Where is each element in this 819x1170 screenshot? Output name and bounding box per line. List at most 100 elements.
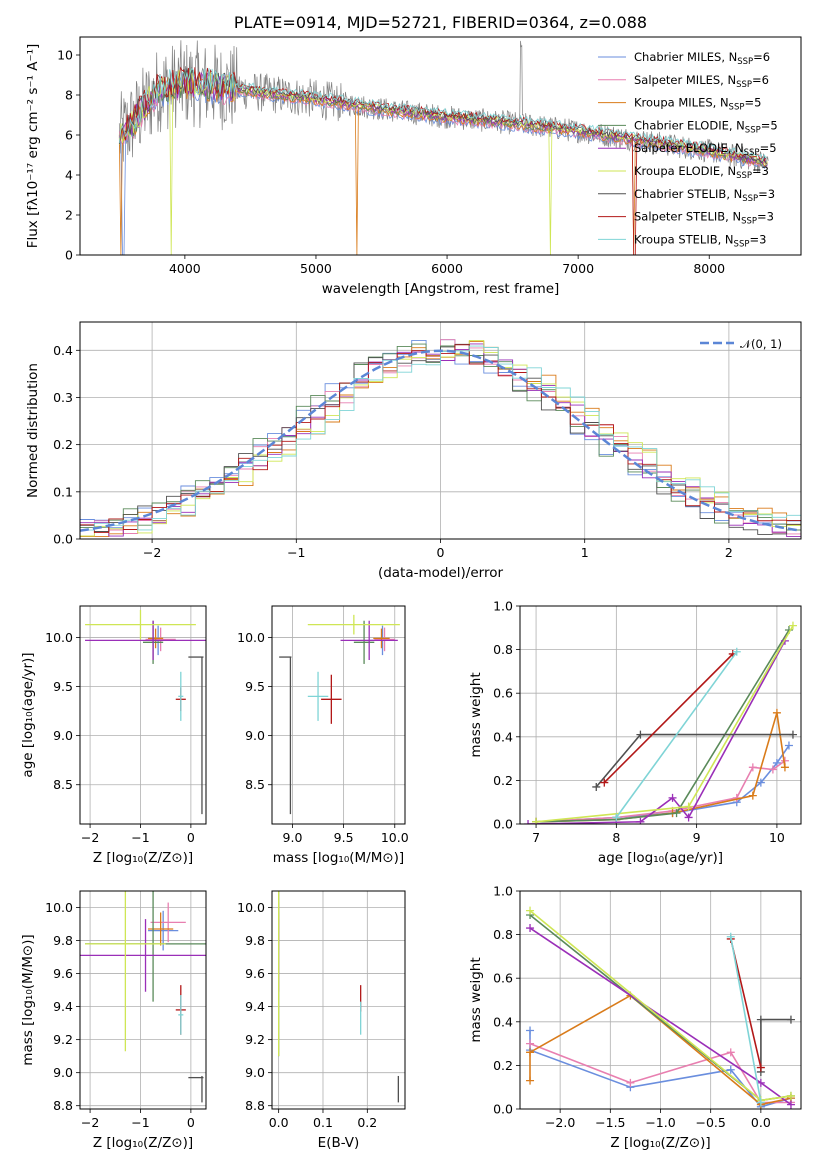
mass-weight-marker	[786, 1100, 795, 1109]
mass-weight-marker	[526, 906, 535, 915]
x-tick-label: 2	[725, 545, 733, 560]
spectrum-plot: 4000 5000 6000 7000 8000 0 2 4 6 8 10 wavelength [A…	[25, 13, 802, 297]
y-tick-label: 2	[65, 208, 73, 223]
data-point	[85, 609, 196, 640]
legend-entry: Salpeter STELIB, NSSP=3	[634, 210, 774, 227]
x-axis-label: age [log₁₀(age/yr)]	[598, 850, 723, 866]
mass-weight-marker	[756, 1015, 765, 1024]
y-tick-label: 10.0	[45, 900, 73, 915]
y-tick-label: 10.0	[45, 630, 73, 645]
y-tick-label: 8	[65, 88, 73, 103]
x-tick-label: 0.0	[269, 1115, 289, 1130]
model-spectrum-line	[118, 66, 768, 255]
y-tick-label: 0.4	[53, 343, 73, 358]
data-point	[148, 628, 164, 649]
mass_vs_ebv-marks	[277, 891, 400, 1103]
y-tick-label: 9.4	[245, 999, 265, 1014]
mass-weight-marker	[748, 763, 757, 772]
y-tick-label: 0.2	[53, 437, 73, 452]
x-tick-label: −2	[81, 1115, 99, 1130]
legend-entry: Kroupa STELIB, NSSP=3	[634, 232, 766, 249]
mass-weight-line	[536, 712, 786, 823]
mass-weight-line	[536, 760, 786, 823]
mass-weight-marker	[788, 730, 797, 739]
massweight_vs_age-plot: 7 8 9 10 0.0 0.2 0.4 0.6 0.8 1.0 age [log₁₀(age/yr…	[468, 599, 802, 866]
age_vs_Z-plot: −2 −1 0 8.5 9.0 9.5 10.0 Z [log₁₀(Z/Z⊙)] age [lo…	[20, 605, 207, 866]
y-tick-label: 8.5	[245, 777, 265, 792]
x-tick-label: −1.5	[595, 1115, 625, 1130]
y-tick-label: 0	[65, 248, 73, 263]
y-axis-label: age [log₁₀(age/yr)]	[20, 652, 36, 777]
mass-weight-marker	[786, 1091, 795, 1100]
y-tick-label: 0.4	[493, 1014, 513, 1029]
data-point	[85, 620, 206, 661]
data-point	[178, 995, 184, 1035]
x-tick-label: 1	[581, 545, 589, 560]
data-point	[85, 891, 166, 1052]
massweight_vs_Z-plot: −2.0 −1.5 −1.0 −0.5 0.0 0.0 0.2 0.4 0.6 0.8 1.0 Z […	[468, 884, 802, 1151]
mass-weight-marker	[626, 1078, 635, 1087]
mass-weight-marker	[756, 1078, 765, 1087]
plot-frame	[271, 890, 406, 1110]
y-tick-label: 9.2	[53, 1032, 73, 1047]
y-tick-label: 4	[65, 168, 73, 183]
y-tick-label: 8.8	[53, 1098, 73, 1113]
legend-entry: Kroupa MILES, NSSP=5	[634, 96, 761, 113]
plot-frame	[79, 36, 802, 256]
x-axis-label: (data-model)/error	[378, 565, 504, 581]
mass-weight-line	[536, 629, 790, 823]
x-tick-label: 8	[612, 830, 620, 845]
x-tick-label: 10	[769, 830, 785, 845]
mass-weight-marker	[756, 1098, 765, 1107]
data-point	[307, 671, 329, 721]
mass-weight-line	[615, 651, 738, 818]
x-axis-label: mass [log₁₀(M/M⊙)]	[273, 850, 404, 866]
y-tick-label: 0.0	[493, 817, 513, 832]
y-tick-label: 9.6	[53, 966, 73, 981]
spectrum-legend: Chabrier MILES, NSSP=6 Salpeter MILES, NS…	[598, 50, 778, 249]
plot-frame	[271, 605, 406, 825]
y-tick-label: 9.8	[53, 933, 73, 948]
age_vs_mass-marks	[279, 614, 400, 815]
y-tick-label: 0.6	[493, 686, 513, 701]
x-tick-label: 5000	[300, 261, 332, 276]
plot-frame	[79, 321, 802, 540]
y-tick-label: 10	[57, 48, 73, 63]
mass-weight-marker	[524, 820, 533, 824]
gaussian-curve	[80, 349, 801, 532]
mass-weight-marker	[592, 782, 601, 791]
y-tick-label: 9.6	[245, 966, 265, 981]
mass-weight-line	[536, 745, 790, 823]
mass-weight-marker	[786, 1015, 795, 1024]
y-axis-label: mass weight	[468, 957, 484, 1042]
x-tick-label: 9.5	[334, 830, 354, 845]
x-axis-label: Z [log₁₀(Z/Z⊙)]	[93, 850, 193, 866]
mass-weight-marker	[668, 793, 677, 802]
y-tick-label: 0.0	[493, 1102, 513, 1117]
x-tick-label: 7000	[562, 261, 594, 276]
mass-weight-marker	[672, 809, 681, 818]
mass-weight-marker	[684, 802, 693, 811]
mass_vs_Z-marks	[80, 891, 206, 1103]
x-tick-label: −1	[287, 545, 305, 560]
y-tick-label: 0.8	[493, 927, 513, 942]
legend-entry: Salpeter ELODIE, NSSP=5	[634, 141, 777, 158]
y-tick-label: 9.0	[245, 1065, 265, 1080]
massweight_vs_Z-marks	[526, 906, 795, 1109]
model-spectrum-line	[118, 67, 768, 162]
x-tick-label: 0	[437, 545, 445, 560]
spectrum-marks	[118, 40, 769, 255]
y-tick-label: 8.5	[53, 777, 73, 792]
y-tick-label: 0.3	[53, 390, 73, 405]
mass-weight-marker	[756, 1063, 765, 1072]
data-point	[374, 627, 395, 652]
x-tick-label: 4000	[169, 261, 201, 276]
x-tick-label: 0.2	[357, 1115, 377, 1130]
data-point	[307, 614, 400, 635]
x-axis-label: Z [log₁₀(Z/Z⊙)]	[93, 1135, 193, 1151]
x-axis-label: Z [log₁₀(Z/Z⊙)]	[610, 1135, 710, 1151]
y-tick-label: 9.5	[53, 679, 73, 694]
y-tick-label: 0.8	[493, 642, 513, 657]
mass-weight-marker	[684, 813, 693, 822]
